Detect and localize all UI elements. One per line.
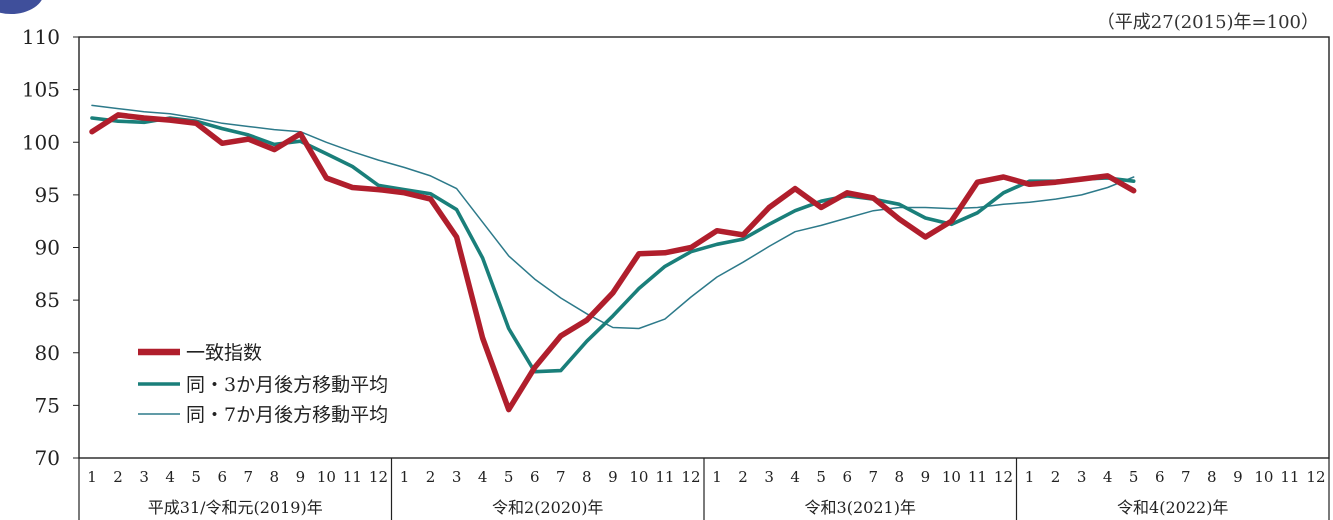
x-tick-label: 7 <box>1181 468 1191 486</box>
x-tick-label: 11 <box>343 468 362 486</box>
y-tick-label: 75 <box>35 393 60 417</box>
x-tick-label: 7 <box>243 468 253 486</box>
y-axis-ticks: 110 105 100 95 90 85 80 75 70 <box>22 25 79 470</box>
x-tick-label: 10 <box>1254 468 1273 486</box>
x-tick-label: 4 <box>790 468 800 486</box>
x-tick-label: 11 <box>968 468 987 486</box>
x-tick-label: 1 <box>712 468 722 486</box>
year-label: 令和2(2020)年 <box>492 498 603 517</box>
y-tick-label: 80 <box>35 341 60 365</box>
x-tick-label: 3 <box>764 468 774 486</box>
x-tick-label: 8 <box>582 468 592 486</box>
x-tick-label: 12 <box>994 468 1013 486</box>
x-tick-label: 2 <box>426 468 436 486</box>
y-tick-label: 95 <box>35 183 60 207</box>
x-tick-label: 4 <box>478 468 488 486</box>
series-line-1 <box>89 112 1137 413</box>
x-tick-label: 8 <box>270 468 280 486</box>
x-tick-label: 6 <box>530 468 540 486</box>
year-label: 令和3(2021)年 <box>805 498 916 517</box>
y-tick-label: 110 <box>22 25 60 49</box>
year-label: 平成31/令和元(2019)年 <box>148 498 323 517</box>
x-tick-label: 8 <box>895 468 905 486</box>
legend-label: 同・7か月後方移動平均 <box>186 404 388 426</box>
x-tick-label: 11 <box>1280 468 1299 486</box>
x-tick-label: 3 <box>139 468 149 486</box>
x-tick-label: 10 <box>317 468 336 486</box>
y-tick-label: 105 <box>22 78 60 102</box>
x-tick-label: 5 <box>504 468 514 486</box>
x-axis: 1 2 3 4 5 6 7 8 9 10 11 12 1 2 3 4 5 6 7 8 9 10 11 12 1 2 3 4 5 6 7 8 9 1… <box>78 458 1330 520</box>
x-tick-label: 7 <box>556 468 566 486</box>
x-tick-label: 4 <box>1103 468 1113 486</box>
x-tick-label: 2 <box>113 468 123 486</box>
x-tick-label: 3 <box>452 468 462 486</box>
x-tick-label: 10 <box>629 468 648 486</box>
x-tick-label: 12 <box>681 468 700 486</box>
x-tick-label: 3 <box>1077 468 1087 486</box>
legend-label: 一致指数 <box>186 342 262 364</box>
y-tick-label: 70 <box>35 446 60 470</box>
x-tick-label: 11 <box>655 468 674 486</box>
x-tick-label: 5 <box>816 468 826 486</box>
legend-label: 同・3か月後方移動平均 <box>186 374 388 396</box>
x-tick-label: 4 <box>165 468 175 486</box>
x-tick-label: 9 <box>1233 468 1243 486</box>
x-tick-label: 8 <box>1207 468 1217 486</box>
x-tick-label: 7 <box>868 468 878 486</box>
base-year-note: （平成27(2015)年=100） <box>1096 12 1319 33</box>
x-tick-label: 1 <box>1025 468 1035 486</box>
y-tick-label: 90 <box>35 236 60 260</box>
series-lines <box>89 104 1137 413</box>
x-tick-label: 12 <box>369 468 388 486</box>
y-tick-label: 85 <box>35 288 60 312</box>
series-line-2 <box>90 116 1136 374</box>
x-tick-label: 9 <box>296 468 306 486</box>
x-tick-label: 12 <box>1306 468 1325 486</box>
x-tick-label: 5 <box>191 468 201 486</box>
x-tick-label: 9 <box>921 468 931 486</box>
x-tick-label: 10 <box>942 468 961 486</box>
x-tick-label: 1 <box>87 468 97 486</box>
y-tick-label: 100 <box>22 130 60 154</box>
x-tick-label: 1 <box>400 468 410 486</box>
x-tick-label: 6 <box>217 468 227 486</box>
x-tick-label: 6 <box>842 468 852 486</box>
x-tick-label: 5 <box>1129 468 1139 486</box>
x-tick-label: 2 <box>1051 468 1061 486</box>
x-tick-label: 9 <box>608 468 618 486</box>
x-tick-label: 6 <box>1155 468 1165 486</box>
year-label: 令和4(2022)年 <box>1117 498 1228 517</box>
x-tick-label: 2 <box>738 468 748 486</box>
